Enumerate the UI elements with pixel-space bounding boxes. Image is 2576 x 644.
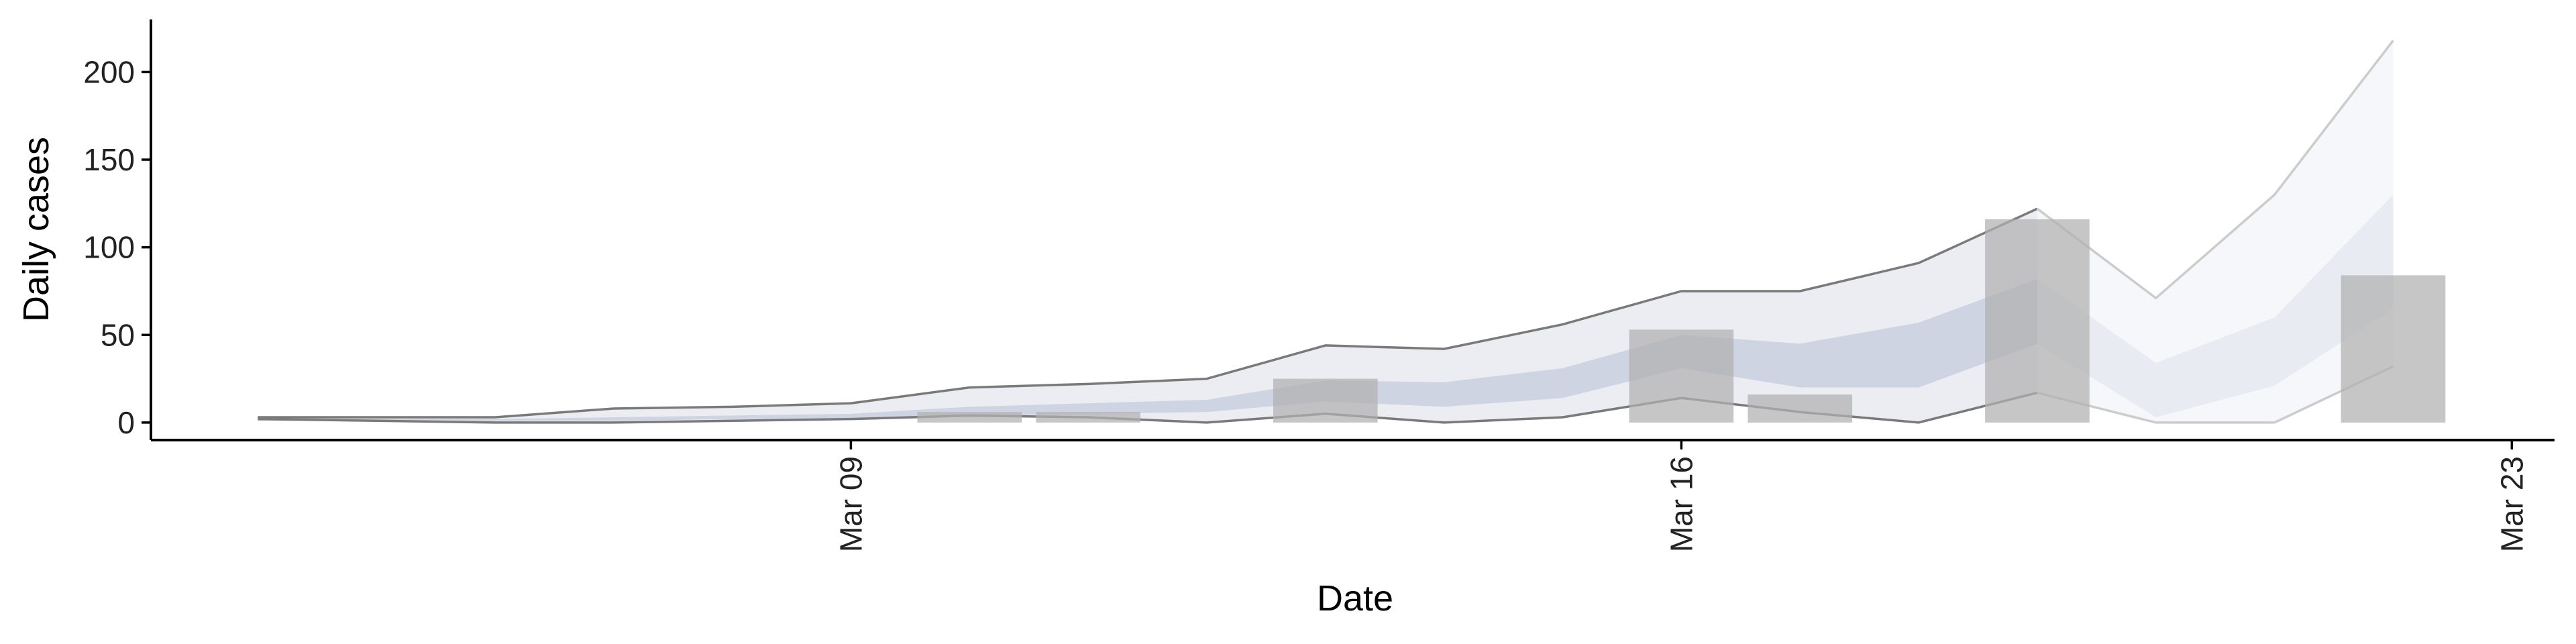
interval-band bbox=[258, 209, 2037, 423]
x-tick-label: Mar 23 bbox=[2494, 456, 2529, 552]
bar bbox=[1985, 219, 2090, 423]
bar bbox=[2341, 275, 2446, 423]
bar bbox=[1748, 394, 1853, 423]
interval-line bbox=[2036, 40, 2394, 300]
y-tick-label: 50 bbox=[101, 317, 135, 352]
x-axis-title: Date bbox=[1317, 578, 1393, 619]
interval-line bbox=[258, 391, 2038, 424]
x-tick-label: Mar 16 bbox=[1664, 456, 1699, 552]
y-axis-title: Daily cases bbox=[16, 137, 56, 322]
x-tick-label: Mar 09 bbox=[833, 456, 868, 552]
interval-band bbox=[258, 278, 2037, 421]
y-tick-label: 150 bbox=[83, 142, 135, 177]
interval-band bbox=[2037, 195, 2394, 418]
y-tick-label: 100 bbox=[83, 230, 135, 265]
bar bbox=[1036, 412, 1140, 423]
interval-line bbox=[258, 207, 2038, 419]
bar bbox=[917, 412, 1022, 423]
bar bbox=[1629, 329, 1734, 423]
y-tick-label: 0 bbox=[117, 405, 135, 440]
y-tick-label: 200 bbox=[83, 54, 135, 89]
interval-line bbox=[2037, 365, 2394, 424]
bar bbox=[1273, 378, 1378, 423]
